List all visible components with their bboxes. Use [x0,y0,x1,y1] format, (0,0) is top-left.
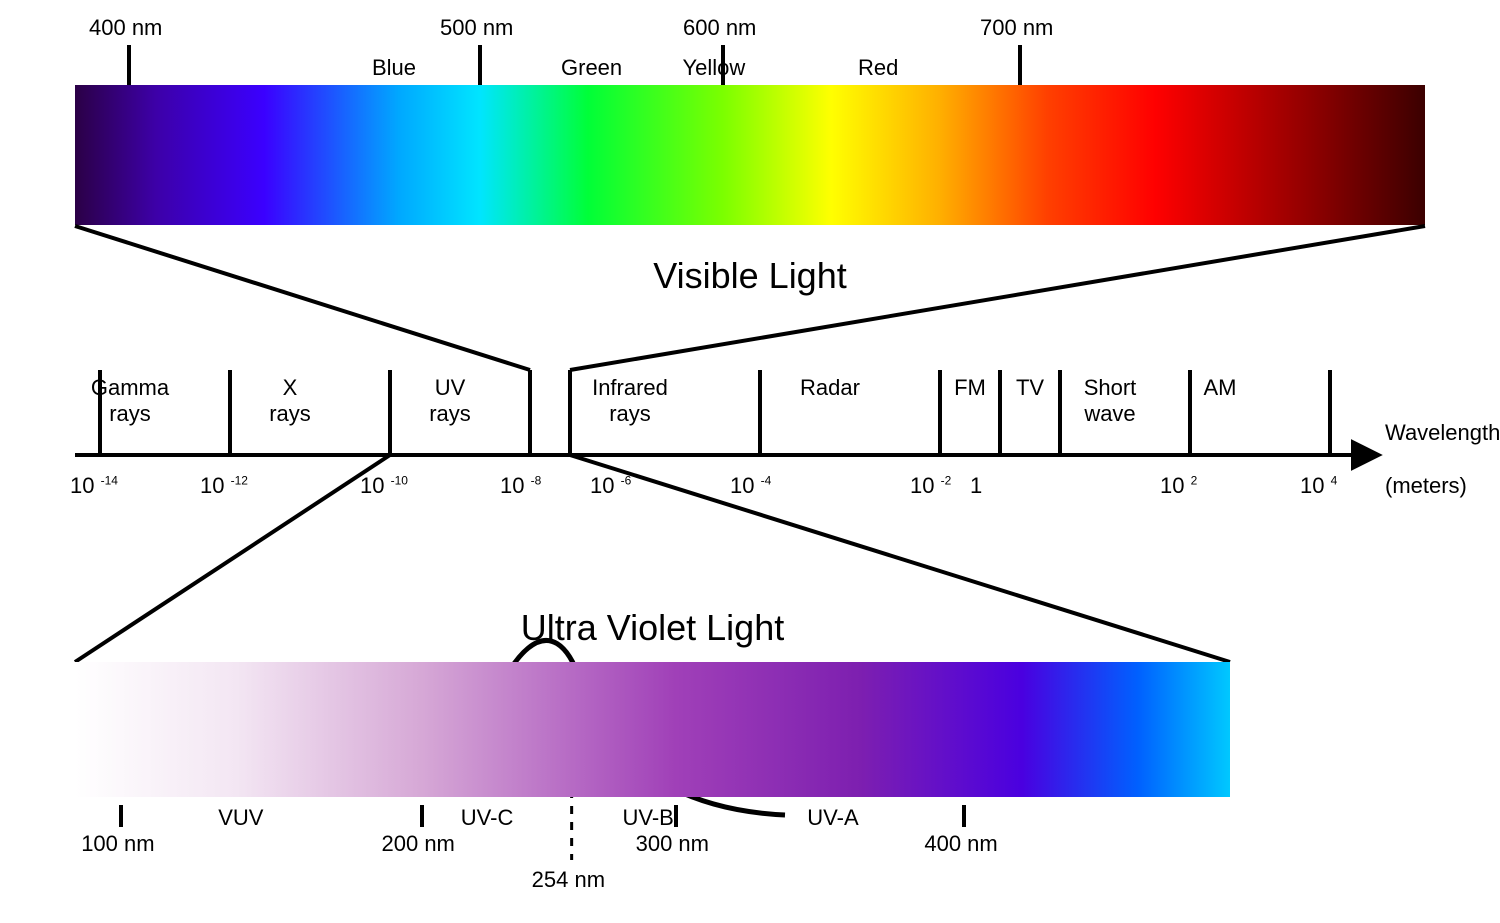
uv-tick-label: 400 nm [924,831,997,857]
uv-tick [674,805,678,827]
uv-tick-label: 100 nm [81,831,154,857]
em-scale-label: 10 -2 [910,473,951,499]
em-scale-label: 1 [970,473,982,499]
visible-tick-label: 400 nm [89,15,162,41]
visible-tick [478,45,482,85]
em-scale-label: 10 -4 [730,473,771,499]
uv-tick-label: 300 nm [636,831,709,857]
visible-color-name: Red [858,55,898,81]
uv-tick-label: 200 nm [382,831,455,857]
uv-band-name: UV-B [623,805,674,831]
em-band-label: UVrays [380,375,520,428]
uv-tick [962,805,966,827]
uv-band-name: VUV [218,805,263,831]
em-scale-label: 10 -10 [360,473,408,499]
visible-color-name: Green [561,55,622,81]
em-band-label: Xrays [220,375,360,428]
em-scale-label: 10 -8 [500,473,541,499]
visible-spectrum-bar [75,85,1425,225]
em-band-label: Gammarays [60,375,200,428]
uv-tick [119,805,123,827]
visible-title: Visible Light [0,255,1500,297]
em-band-label: Radar [760,375,900,401]
em-scale-label: 10 4 [1300,473,1337,499]
em-band-label: AM [1150,375,1290,401]
em-scale-label: 10 -6 [590,473,631,499]
em-scale-label: 10 -12 [200,473,248,499]
visible-tick [127,45,131,85]
em-band-label: Infraredrays [560,375,700,428]
visible-tick-label: 600 nm [683,15,756,41]
uv-band-name: UV-C [461,805,514,831]
visible-color-name: Blue [372,55,416,81]
axis-units-label: (meters) [1385,473,1467,499]
uv-peak-label: 254 nm [532,867,605,893]
axis-wavelength-label: Wavelength [1385,420,1500,446]
uv-band-name: UV-A [807,805,858,831]
em-scale-label: 10 2 [1160,473,1197,499]
visible-tick-label: 700 nm [980,15,1053,41]
uv-title: Ultra Violet Light [75,607,1230,649]
visible-tick [1018,45,1022,85]
em-scale-label: 10 -14 [70,473,118,499]
uv-spectrum-bar [75,662,1230,797]
visible-tick-label: 500 nm [440,15,513,41]
uv-tick [420,805,424,827]
visible-color-name: Yellow [683,55,746,81]
